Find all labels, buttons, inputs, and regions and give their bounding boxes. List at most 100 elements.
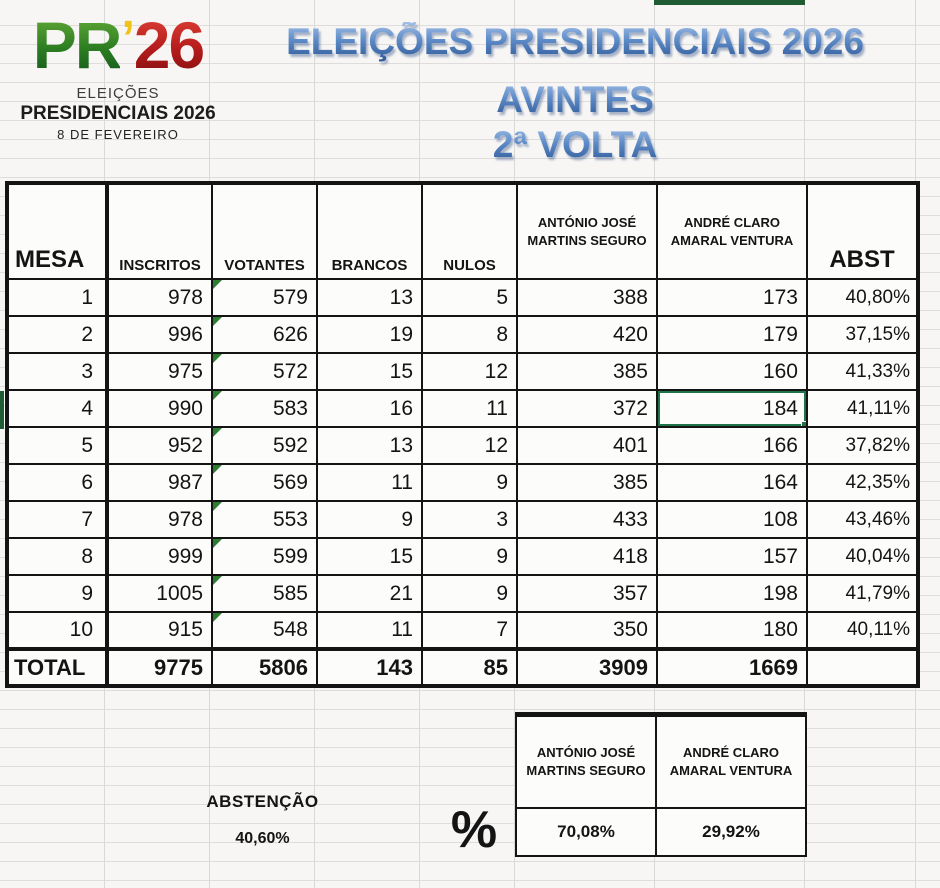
cell-votantes[interactable]: 626 — [211, 315, 318, 354]
summary-candidate-seguro[interactable]: ANTÓNIO JOSÉ MARTINS SEGURO — [515, 713, 657, 809]
cell-nulos[interactable]: 8 — [421, 315, 518, 354]
total-votantes[interactable]: 5806 — [211, 647, 318, 687]
cell-brancos[interactable]: 11 — [316, 463, 423, 502]
cell-inscritos[interactable]: 996 — [106, 315, 213, 354]
cell-nulos[interactable]: 5 — [421, 278, 518, 317]
cell-inscritos[interactable]: 978 — [106, 500, 213, 539]
cell-nulos[interactable]: 9 — [421, 463, 518, 502]
cell-brancos[interactable]: 9 — [316, 500, 423, 539]
cell-abst[interactable]: 41,11% — [806, 389, 919, 428]
total-inscritos[interactable]: 9775 — [106, 647, 213, 687]
cell-ventura[interactable]: 184 — [656, 389, 808, 428]
cell-mesa[interactable]: 8 — [6, 537, 109, 576]
selection-fill-handle[interactable] — [801, 421, 805, 425]
header-candidate-ventura[interactable]: ANDRÉ CLARO AMARAL VENTURA — [656, 182, 808, 280]
cell-seguro[interactable]: 420 — [516, 315, 658, 354]
cell-ventura[interactable]: 173 — [656, 278, 808, 317]
header-mesa[interactable]: MESA — [6, 182, 109, 280]
cell-inscritos[interactable]: 978 — [106, 278, 213, 317]
cell-votantes[interactable]: 548 — [211, 611, 318, 650]
cell-votantes[interactable]: 553 — [211, 500, 318, 539]
cell-abst[interactable]: 43,46% — [806, 500, 919, 539]
cell-mesa[interactable]: 2 — [6, 315, 109, 354]
header-inscritos[interactable]: INSCRITOS — [106, 182, 213, 280]
total-ventura[interactable]: 1669 — [656, 647, 808, 687]
cell-mesa[interactable]: 1 — [6, 278, 109, 317]
cell-inscritos[interactable]: 999 — [106, 537, 213, 576]
cell-abst[interactable]: 42,35% — [806, 463, 919, 502]
cell-mesa[interactable]: 6 — [6, 463, 109, 502]
cell-inscritos[interactable]: 1005 — [106, 574, 213, 613]
cell-nulos[interactable]: 9 — [421, 537, 518, 576]
cell-abst[interactable]: 40,11% — [806, 611, 919, 650]
abstention-label[interactable]: ABSTENÇÃO — [206, 792, 319, 811]
cell-votantes[interactable]: 579 — [211, 278, 318, 317]
cell-nulos[interactable]: 12 — [421, 352, 518, 391]
cell-abst[interactable]: 41,33% — [806, 352, 919, 391]
cell-votantes[interactable]: 569 — [211, 463, 318, 502]
cell-seguro[interactable]: 350 — [516, 611, 658, 650]
cell-brancos[interactable]: 13 — [316, 426, 423, 465]
cell-ventura[interactable]: 179 — [656, 315, 808, 354]
cell-nulos[interactable]: 7 — [421, 611, 518, 650]
cell-inscritos[interactable]: 915 — [106, 611, 213, 650]
cell-seguro[interactable]: 385 — [516, 352, 658, 391]
cell-ventura[interactable]: 166 — [656, 426, 808, 465]
cell-nulos[interactable]: 11 — [421, 389, 518, 428]
cell-seguro[interactable]: 418 — [516, 537, 658, 576]
header-candidate-seguro[interactable]: ANTÓNIO JOSÉ MARTINS SEGURO — [516, 182, 658, 280]
header-votantes[interactable]: VOTANTES — [211, 182, 318, 280]
summary-percent-seguro[interactable]: 70,08% — [515, 806, 657, 857]
cell-mesa[interactable]: 9 — [6, 574, 109, 613]
total-label[interactable]: TOTAL — [6, 647, 109, 687]
cell-abst[interactable]: 41,79% — [806, 574, 919, 613]
cell-votantes[interactable]: 599 — [211, 537, 318, 576]
cell-seguro[interactable]: 385 — [516, 463, 658, 502]
header-abst[interactable]: ABST — [806, 182, 919, 280]
cell-mesa[interactable]: 5 — [6, 426, 109, 465]
cell-abst[interactable]: 40,04% — [806, 537, 919, 576]
cell-inscritos[interactable]: 987 — [106, 463, 213, 502]
cell-nulos[interactable]: 12 — [421, 426, 518, 465]
cell-ventura[interactable]: 180 — [656, 611, 808, 650]
cell-brancos[interactable]: 21 — [316, 574, 423, 613]
cell-nulos[interactable]: 9 — [421, 574, 518, 613]
cell-ventura[interactable]: 160 — [656, 352, 808, 391]
cell-abst[interactable]: 40,80% — [806, 278, 919, 317]
cell-votantes[interactable]: 585 — [211, 574, 318, 613]
cell-mesa[interactable]: 3 — [6, 352, 109, 391]
cell-seguro[interactable]: 357 — [516, 574, 658, 613]
cell-ventura[interactable]: 198 — [656, 574, 808, 613]
cell-seguro[interactable]: 372 — [516, 389, 658, 428]
cell-brancos[interactable]: 19 — [316, 315, 423, 354]
cell-brancos[interactable]: 16 — [316, 389, 423, 428]
cell-abst[interactable]: 37,82% — [806, 426, 919, 465]
cell-mesa[interactable]: 7 — [6, 500, 109, 539]
summary-candidate-ventura[interactable]: ANDRÉ CLARO AMARAL VENTURA — [655, 713, 807, 809]
cell-seguro[interactable]: 433 — [516, 500, 658, 539]
header-brancos[interactable]: BRANCOS — [316, 182, 423, 280]
cell-inscritos[interactable]: 952 — [106, 426, 213, 465]
cell-abst[interactable]: 37,15% — [806, 315, 919, 354]
cell-mesa[interactable]: 10 — [6, 611, 109, 650]
cell-ventura[interactable]: 157 — [656, 537, 808, 576]
cell-nulos[interactable]: 3 — [421, 500, 518, 539]
cell-inscritos[interactable]: 990 — [106, 389, 213, 428]
header-nulos[interactable]: NULOS — [421, 182, 518, 280]
cell-seguro[interactable]: 388 — [516, 278, 658, 317]
total-seguro[interactable]: 3909 — [516, 647, 658, 687]
cell-ventura[interactable]: 164 — [656, 463, 808, 502]
cell-brancos[interactable]: 15 — [316, 537, 423, 576]
cell-brancos[interactable]: 15 — [316, 352, 423, 391]
cell-ventura[interactable]: 108 — [656, 500, 808, 539]
cell-votantes[interactable]: 592 — [211, 426, 318, 465]
cell-inscritos[interactable]: 975 — [106, 352, 213, 391]
abstention-value[interactable]: 40,60% — [235, 830, 290, 847]
cell-votantes[interactable]: 572 — [211, 352, 318, 391]
cell-brancos[interactable]: 11 — [316, 611, 423, 650]
total-brancos[interactable]: 143 — [316, 647, 423, 687]
summary-percent-ventura[interactable]: 29,92% — [655, 806, 807, 857]
cell-brancos[interactable]: 13 — [316, 278, 423, 317]
percent-symbol[interactable]: % — [450, 801, 498, 859]
cell-seguro[interactable]: 401 — [516, 426, 658, 465]
